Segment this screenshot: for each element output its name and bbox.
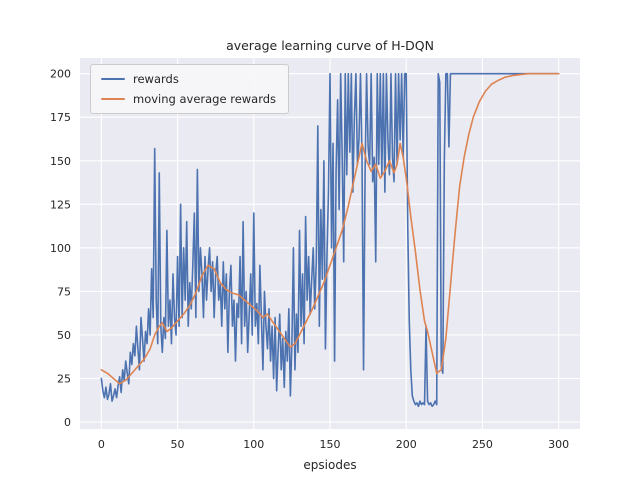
y-tick-label: 175 — [50, 111, 71, 124]
moving-average-line-swatch — [101, 97, 125, 101]
x-tick-label: 250 — [472, 438, 493, 451]
legend: rewards moving average rewards — [90, 64, 290, 114]
y-tick-label: 100 — [50, 242, 71, 255]
x-tick-label: 0 — [98, 438, 105, 451]
chart-title: average learning curve of H-DQN — [226, 38, 434, 53]
x-tick-label: 300 — [548, 438, 569, 451]
x-tick-label: 50 — [171, 438, 185, 451]
x-tick-label: 150 — [320, 438, 341, 451]
legend-item-rewards: rewards — [101, 72, 276, 86]
series-line-rewards — [100, 72, 560, 408]
y-tick-label: 125 — [50, 198, 71, 211]
legend-item-moving-average: moving average rewards — [101, 92, 276, 106]
x-axis-label: epsiodes — [303, 458, 356, 472]
y-tick-label: 150 — [50, 155, 71, 168]
x-tick-label: 200 — [396, 438, 417, 451]
y-tick-label: 75 — [57, 285, 71, 298]
legend-label-rewards: rewards — [133, 72, 179, 86]
y-tick-label: 200 — [50, 68, 71, 81]
y-tick-label: 50 — [57, 329, 71, 342]
rewards-line-swatch — [101, 77, 125, 81]
x-tick-label: 100 — [243, 438, 264, 451]
legend-label-moving-average: moving average rewards — [133, 92, 277, 106]
y-tick-label: 25 — [57, 372, 71, 385]
series-line-moving-average-rewards — [100, 72, 560, 385]
y-tick-label: 0 — [64, 416, 71, 429]
